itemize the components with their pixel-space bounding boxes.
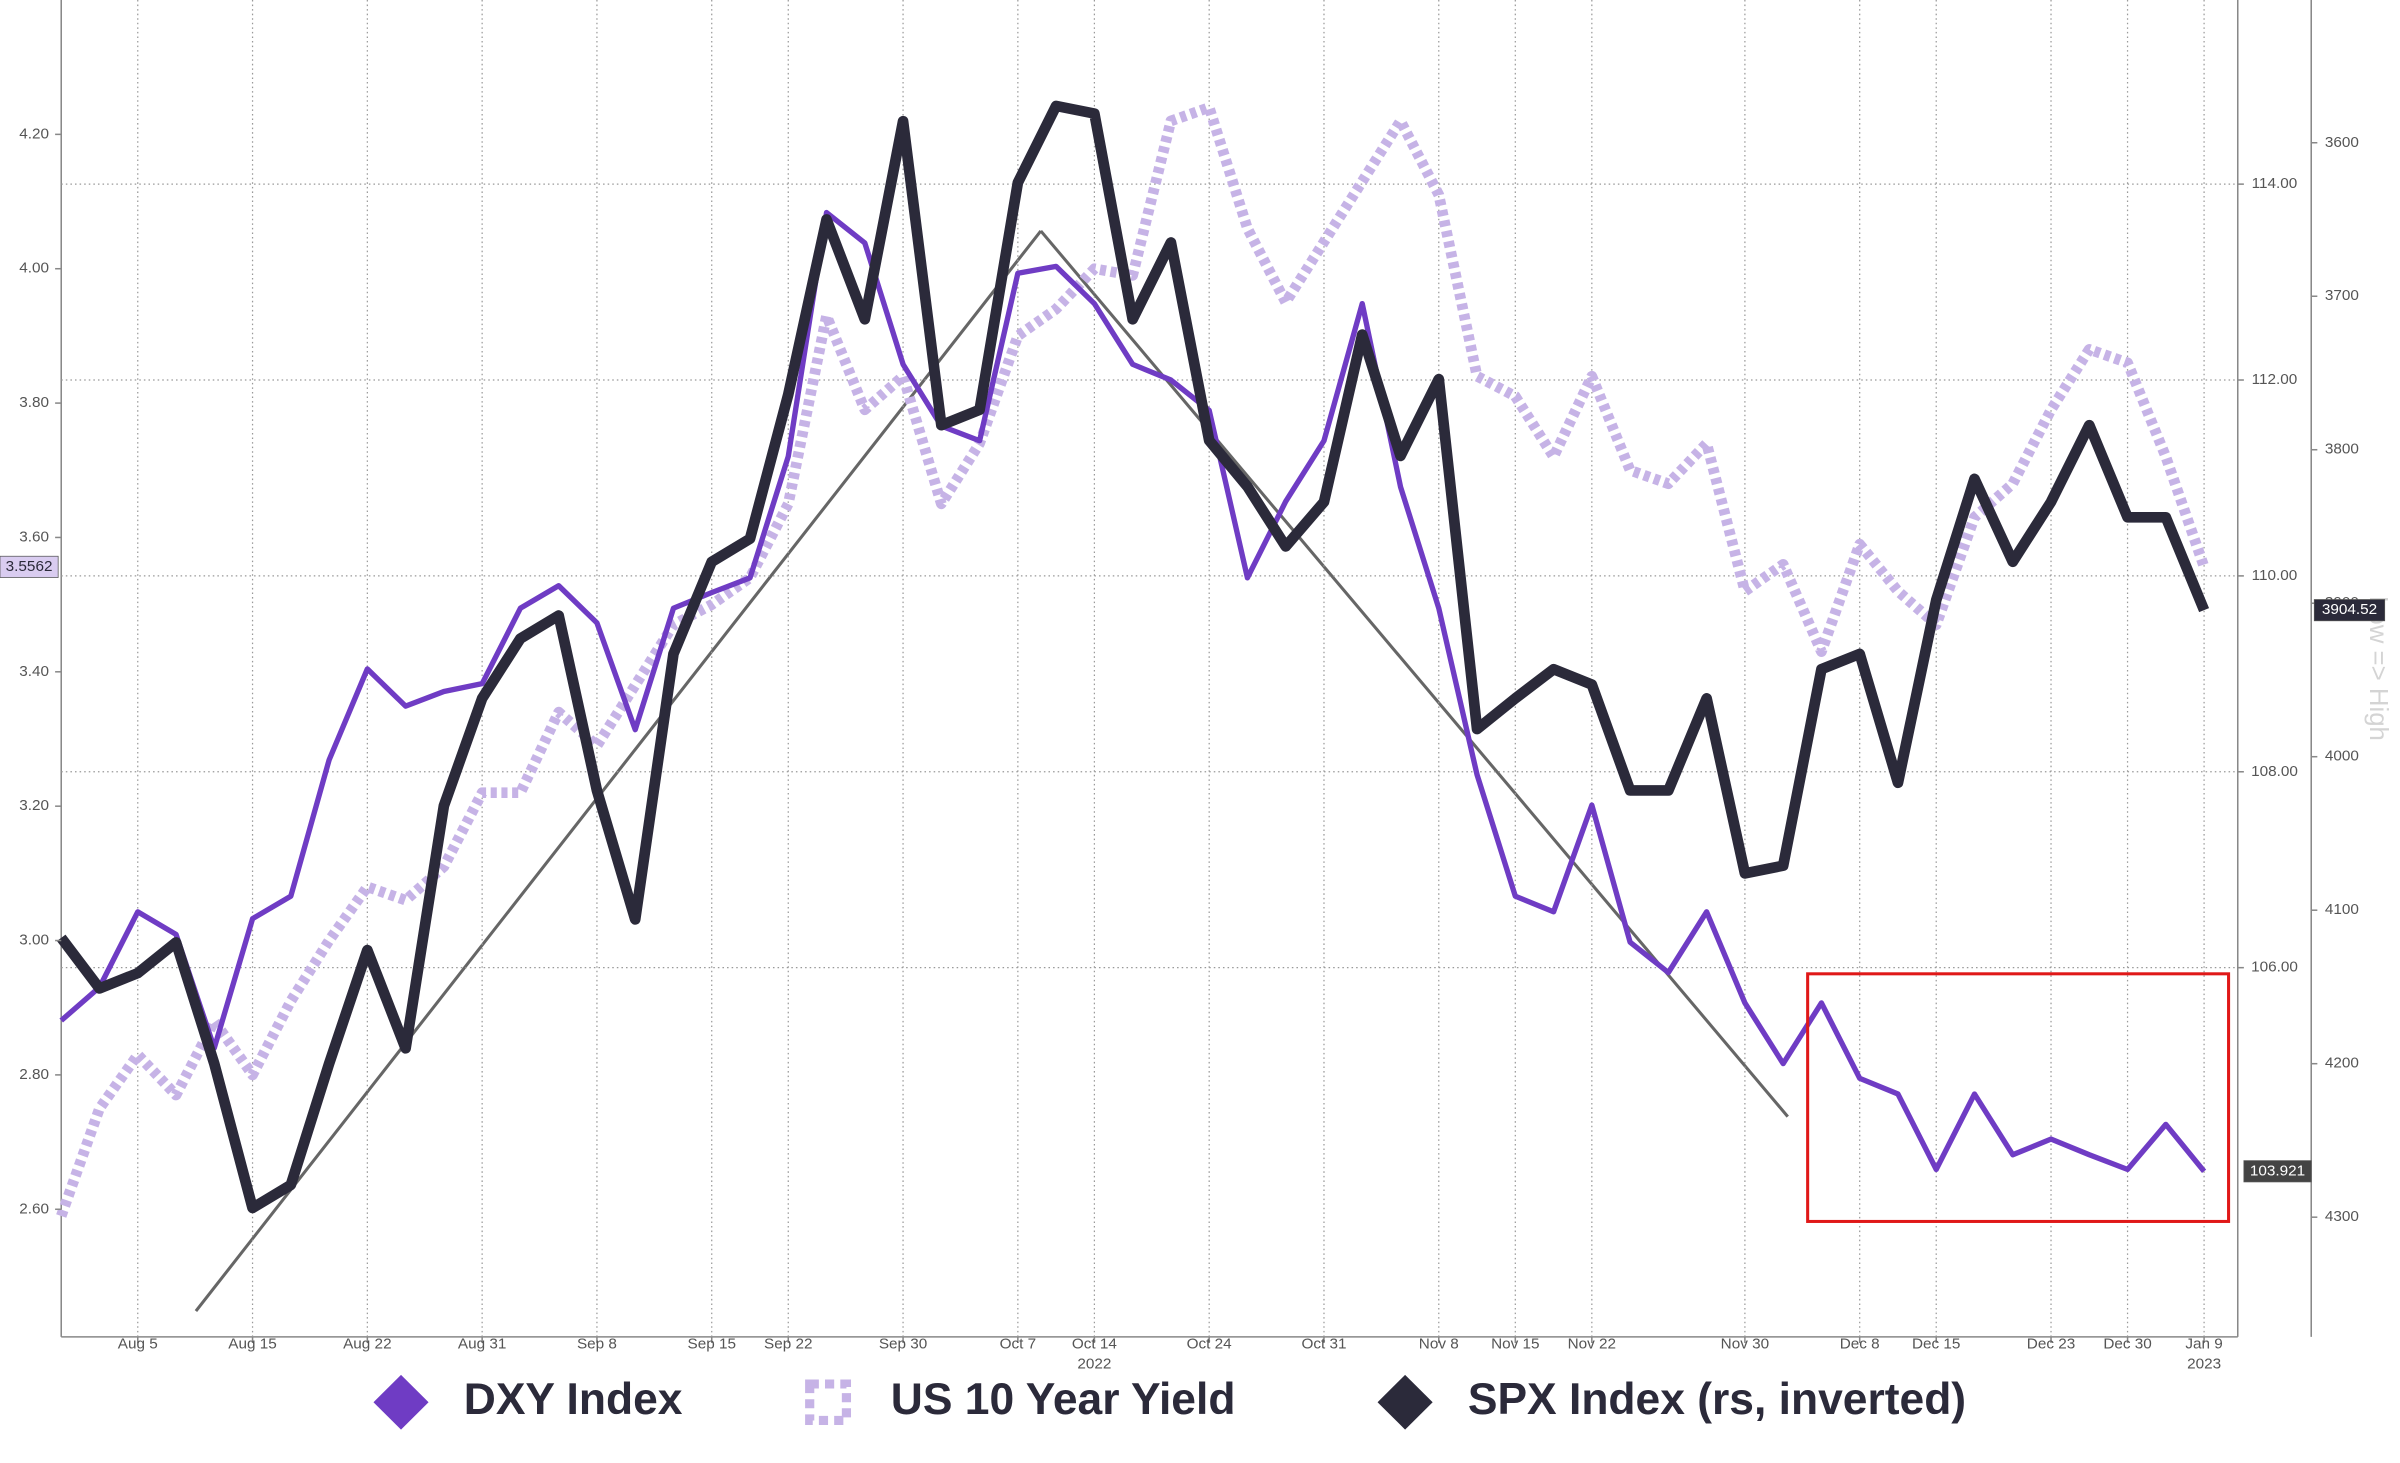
y-tick-label: 4.00 bbox=[19, 260, 49, 277]
y-tick-label: 2.60 bbox=[19, 1200, 49, 1217]
x-tick-label: Nov 30 bbox=[1721, 1336, 1769, 1353]
x-year-label: 2023 bbox=[2187, 1355, 2221, 1372]
y-tick-label: 3.20 bbox=[19, 797, 49, 814]
x-tick-label: Sep 8 bbox=[577, 1336, 617, 1353]
y3-tick-label: 3600 bbox=[2325, 134, 2359, 151]
x-tick-label: Dec 23 bbox=[2027, 1336, 2075, 1353]
y-tick-label: 3.00 bbox=[19, 932, 49, 949]
x-tick-label: Aug 31 bbox=[458, 1336, 506, 1353]
last-value-label: 3904.52 bbox=[2322, 601, 2377, 618]
legend-label: SPX Index (rs, inverted) bbox=[1468, 1375, 1966, 1424]
x-year-label: 2022 bbox=[1077, 1355, 1111, 1372]
y2-tick-label: 110.00 bbox=[2252, 567, 2298, 584]
last-value-label: 3.5562 bbox=[6, 558, 53, 575]
x-tick-label: Oct 24 bbox=[1187, 1336, 1233, 1353]
x-tick-label: Sep 22 bbox=[764, 1336, 812, 1353]
x-tick-label: Nov 15 bbox=[1491, 1336, 1539, 1353]
x-tick-label: Nov 22 bbox=[1568, 1336, 1616, 1353]
y3-tick-label: 4100 bbox=[2325, 901, 2359, 918]
last-value-badge bbox=[0, 555, 59, 578]
legend-marker bbox=[805, 1379, 852, 1426]
y-tick-label: 3.80 bbox=[19, 394, 49, 411]
y-tick-label: 2.80 bbox=[19, 1066, 49, 1083]
y2-tick-label: 108.00 bbox=[2251, 763, 2298, 780]
y-tick-label: 3.40 bbox=[19, 663, 49, 680]
plot-area bbox=[56, 0, 2238, 1337]
last-value-label: 103.921 bbox=[2250, 1162, 2305, 1179]
x-tick-label: Aug 22 bbox=[343, 1336, 391, 1353]
x-tick-label: Sep 15 bbox=[687, 1336, 735, 1353]
x-tick-label: Oct 31 bbox=[1301, 1336, 1346, 1353]
series-line bbox=[56, 102, 2210, 1218]
y3-tick-label: 3700 bbox=[2325, 287, 2359, 304]
y-tick-label: 4.20 bbox=[19, 125, 49, 142]
legend-label: DXY Index bbox=[464, 1375, 683, 1424]
y3-tick-label: 3800 bbox=[2325, 441, 2359, 458]
x-tick-label: Oct 14 bbox=[1072, 1336, 1118, 1353]
x-tick-label: Aug 15 bbox=[228, 1336, 276, 1353]
legend-label: US 10 Year Yield bbox=[891, 1375, 1236, 1424]
x-tick-label: Dec 15 bbox=[1912, 1336, 1960, 1353]
y2-tick-label: 114.00 bbox=[2252, 175, 2298, 192]
y2-tick-label: 112.00 bbox=[2252, 371, 2298, 388]
x-tick-label: Sep 30 bbox=[879, 1336, 927, 1353]
last-value-badge bbox=[2313, 599, 2386, 622]
x-tick-label: Nov 8 bbox=[1419, 1336, 1459, 1353]
series-line bbox=[56, 100, 2210, 1214]
x-tick-label: Jan 9 bbox=[2185, 1336, 2222, 1353]
highlight-box bbox=[1806, 972, 2231, 1223]
y2-tick-label: 106.00 bbox=[2251, 959, 2298, 976]
y3-tick-label: 4000 bbox=[2325, 748, 2359, 765]
x-tick-label: Dec 8 bbox=[1840, 1336, 1880, 1353]
y-tick-label: 3.60 bbox=[19, 529, 49, 546]
x-tick-label: Oct 7 bbox=[1000, 1336, 1037, 1353]
y3-tick-label: 4200 bbox=[2325, 1055, 2359, 1072]
series-line bbox=[59, 209, 2207, 1173]
x-tick-label: Aug 5 bbox=[118, 1336, 158, 1353]
trend-line bbox=[194, 229, 1043, 1313]
y3-tick-label: 4300 bbox=[2325, 1208, 2359, 1225]
x-tick-label: Dec 30 bbox=[2103, 1336, 2151, 1353]
last-value-badge bbox=[2243, 1160, 2312, 1183]
